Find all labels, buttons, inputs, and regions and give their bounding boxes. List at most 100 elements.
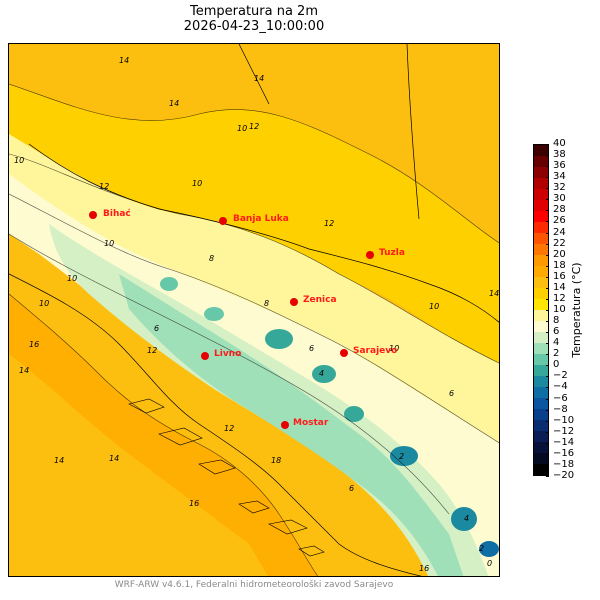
colorbar-tick: 2 [545,348,560,360]
colorbar-tick: −2 [546,371,568,381]
colorbar-tick: −4 [546,381,568,393]
colorbar-segment [534,222,548,233]
temperature-field [9,44,499,576]
colorbar-tick: −16 [545,447,575,459]
colorbar-tick: 26 [546,215,566,227]
city-label-zenica: Zenica [303,295,337,305]
band-12-14 [9,84,499,364]
contour-label: 6 [349,484,355,493]
contour-label: 12 [99,182,110,191]
colorbar-segment [534,464,548,475]
colorbar-tick: −6 [546,393,568,404]
colorbar-tick: 4 [545,338,559,348]
borders [9,44,499,576]
colorbar-segment [534,409,548,420]
contour-label: 14 [109,454,120,463]
colorbar-tick-label: 26 [553,215,566,227]
contour-label: 10 [389,344,400,353]
colorbar-tick-label: 16 [553,270,566,282]
colorbar-tick-label: 0 [553,359,560,371]
colorbar-segment [534,365,548,376]
city-label-sarajevo: Sarajevo [353,346,398,356]
colorbar-tick: 18 [546,259,566,271]
colorbar-segment [534,310,548,321]
temperature-map: 14 14 14 10 12 10 12 10 12 10 8 6 10 10 … [8,43,500,577]
colorbar-tick: −10 [545,414,575,426]
cold-pocket [479,541,499,557]
band-2-4 [119,274,464,576]
cold-pocket [344,406,364,422]
colorbar-segment [534,244,548,255]
colorbar-segment [534,387,548,398]
colorbar-tick-label: −12 [553,425,575,437]
contour-label: 0 [487,559,493,568]
colorbar-tick-label: −16 [553,447,575,459]
cold-pocket [312,365,336,383]
colorbar-tick: 8 [545,316,559,326]
colorbar-tick: 0 [545,359,560,371]
city-marker-zenica [290,298,298,306]
contour-label: 10 [67,274,78,283]
colorbar-segment [534,321,548,332]
colorbar-tick: −20 [545,471,574,481]
colorbar-tick: 30 [546,194,566,204]
colorbar-tick: 24 [546,227,566,238]
colorbar-tick: 38 [546,149,566,161]
footer-credit: WRF-ARW v4.6.1, Federalni hidrometeorolo… [114,580,394,590]
colorbar-tick-label: 6 [553,326,560,338]
colorbar-segment [534,299,548,310]
colorbar-tick-label: 14 [553,281,566,293]
colorbar-tick-label: −10 [553,414,575,426]
colorbar-segment [534,233,548,244]
colorbar-segment [534,266,548,277]
city-label-mostar: Mostar [293,418,329,428]
colorbar-tick: 10 [546,304,566,315]
colorbar-tick: 12 [546,293,566,304]
contour-label: 14 [19,366,30,375]
colorbar-tick-label: 22 [553,237,566,249]
city-marker-tuzla [366,251,374,259]
colorbar-segment [534,211,548,222]
islands [128,398,325,557]
colorbar-tick: 36 [546,161,566,171]
contour-label: 16 [189,499,200,508]
colorbar-tick-label: 34 [553,171,566,183]
cold-pocket [265,329,293,349]
colorbar-segment [534,354,548,365]
contour-label: 12 [249,122,260,131]
colorbar-tick-label: 2 [553,348,560,360]
colorbar-segment [534,332,548,343]
contour-label: 14 [54,456,65,465]
city-marker-mostar [281,421,289,429]
colorbar-segment [534,277,548,288]
colorbar-tick-label: 18 [553,259,566,271]
city-label-tuzla: Tuzla [379,248,405,258]
colorbar-tick: −18 [545,459,574,470]
contour-label: 6 [309,344,315,353]
city-marker-livno [201,352,209,360]
colorbar-tick-label: 40 [553,138,566,149]
contour-label: 14 [254,74,265,83]
colorbar-segment [534,189,548,200]
contour-label: 10 [429,302,440,311]
colorbar-ticks: 40 38 36 34 32 30 28 26 24 22 20 18 16 14 12 10 8 6 4 2 0 −2−… [545,139,579,481]
colorbar-segment [534,343,548,354]
colorbar-tick: 6 [545,326,560,338]
colorbar-tick-label: 10 [553,304,566,315]
colorbar-segment [534,178,548,189]
cold-pocket [390,446,418,466]
contour-label: 12 [147,346,158,355]
colorbar-tick: 34 [546,171,566,183]
colorbar-segment [534,431,548,442]
contour-label: 4 [464,514,470,523]
contour-label: 14 [489,289,500,298]
city-label-bihac: Bihać [103,209,131,219]
contour-label: 10 [237,124,248,133]
contour-label: 18 [271,456,282,465]
colorbar-tick-label: −4 [553,381,568,393]
colorbar-tick-label: 20 [553,248,566,260]
contour-label: 6 [449,389,455,398]
title-line-1: Temperatura na 2m [189,4,318,19]
cold-pocket [160,277,178,291]
colorbar-tick-label: 38 [553,149,566,161]
